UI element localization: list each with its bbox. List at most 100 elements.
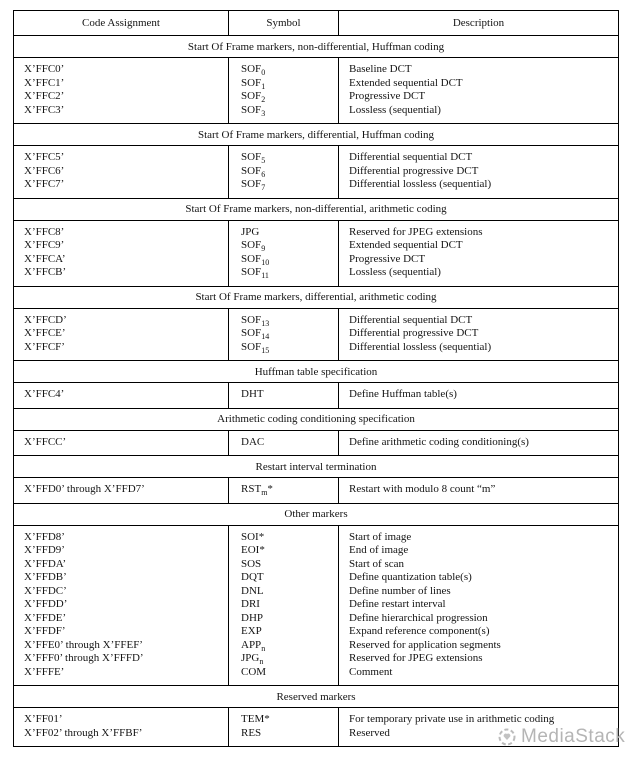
code-cell: X’FF01’ X’FF02’ through X’FFBF’ bbox=[13, 707, 229, 747]
symbol-subscript: 1 bbox=[261, 81, 266, 90]
code-line: X’FFDD’ bbox=[24, 598, 68, 610]
code-line: X’FF01’ bbox=[24, 713, 63, 725]
symbol-subscript: n bbox=[261, 643, 266, 652]
symbol-base: SOF bbox=[241, 327, 262, 339]
symbol-star: * bbox=[258, 530, 265, 543]
symbol-line: JPGn bbox=[241, 652, 335, 666]
symbol-base: SOF bbox=[241, 239, 262, 251]
code-line: X’FFC9’ bbox=[24, 239, 65, 251]
symbol-base: TEM bbox=[241, 713, 265, 725]
section-data-row: X’FFD0’ through X’FFD7’ RSTm* Restart with… bbox=[13, 477, 619, 504]
symbol-line: EOI* bbox=[241, 544, 335, 558]
symbol-star: * bbox=[267, 483, 273, 495]
description-line: Reserved bbox=[349, 726, 390, 739]
description-cell: Start of image End of image Start of scan D… bbox=[338, 524, 619, 686]
code-line: X’FFCC’ bbox=[24, 435, 67, 448]
symbol-base: SOF bbox=[241, 151, 262, 163]
symbol-cell: DHT bbox=[228, 382, 339, 409]
description-line: Comment bbox=[349, 665, 393, 678]
symbol-star: * bbox=[264, 713, 270, 725]
symbol-line: SOF6 bbox=[241, 165, 335, 179]
code-line: X’FFD8’ bbox=[24, 530, 65, 543]
symbol-base: DQT bbox=[241, 571, 264, 583]
description-cell: For temporary private use in arithmetic … bbox=[338, 707, 619, 747]
symbol-base: EXP bbox=[241, 625, 262, 637]
description-line: Restart with modulo 8 count “m” bbox=[349, 483, 496, 495]
code-cell: X’FFCC’ bbox=[13, 429, 229, 456]
symbol-line: DNL bbox=[241, 585, 335, 599]
description-cell: Differential sequential DCT Differential … bbox=[338, 145, 619, 199]
code-line: X’FFDA’ bbox=[24, 557, 67, 570]
code-cell: X’FFC8’ X’FFC9’ X’FFCA’ X’FFCB’ bbox=[13, 219, 229, 287]
marker-table-body: Start Of Frame markers, non-differential… bbox=[13, 35, 619, 747]
description-line: Start of image bbox=[349, 530, 412, 543]
symbol-base: COM bbox=[241, 665, 267, 678]
code-line: X’FFDB’ bbox=[24, 571, 67, 583]
symbol-line: SOI* bbox=[241, 531, 335, 545]
symbol-line: SOS bbox=[241, 558, 335, 572]
description-line: Differential lossless (sequential) bbox=[349, 178, 492, 190]
symbol-line: SOF0 bbox=[241, 63, 335, 77]
description-cell: Restart with modulo 8 count “m” bbox=[338, 477, 619, 504]
symbol-subscript: 2 bbox=[261, 95, 266, 104]
symbol-base: EOI bbox=[241, 544, 260, 556]
description-line: Reserved for application segments bbox=[349, 638, 501, 651]
symbol-cell: SOF13 SOF14 SOF15 bbox=[228, 307, 339, 361]
symbol-star: * bbox=[259, 544, 265, 556]
description-cell: Define arithmetic coding conditioning(s) bbox=[338, 429, 619, 456]
section-title: Restart interval termination bbox=[13, 455, 619, 478]
code-line: X’FF02’ through X’FFBF’ bbox=[24, 726, 143, 739]
symbol-line: SOF1 bbox=[241, 77, 335, 91]
symbol-line: SOF11 bbox=[241, 266, 335, 280]
symbol-subscript: 0 bbox=[261, 68, 266, 77]
symbol-base: SOF bbox=[241, 313, 262, 326]
description-line: Differential progressive DCT bbox=[349, 327, 479, 339]
code-line: X’FFC3’ bbox=[24, 103, 65, 116]
description-line: End of image bbox=[349, 544, 409, 556]
symbol-base: DHP bbox=[241, 611, 264, 624]
section-header-row: Start Of Frame markers, non-differential… bbox=[13, 35, 619, 58]
symbol-line: COM bbox=[241, 666, 335, 680]
symbol-base: SOI bbox=[241, 530, 259, 543]
section-header-row: Start Of Frame markers, differential, Hu… bbox=[13, 123, 619, 146]
code-line: X’FFC6’ bbox=[24, 164, 65, 177]
symbol-line: SOF2 bbox=[241, 90, 335, 104]
column-header-description: Description bbox=[338, 10, 619, 36]
symbol-base: DAC bbox=[241, 435, 265, 448]
description-line: Define arithmetic coding conditioning(s) bbox=[349, 435, 529, 448]
section-data-row: X’FFC4’ DHT Define Huffman table(s) bbox=[13, 382, 619, 409]
section-header-row: Huffman table specification bbox=[13, 360, 619, 383]
code-line: X’FFD9’ bbox=[24, 544, 65, 556]
section-data-row: X’FF01’ X’FF02’ through X’FFBF’ TEM* RES For… bbox=[13, 707, 619, 747]
code-line: X’FFC8’ bbox=[24, 225, 65, 238]
symbol-cell: SOF5 SOF6 SOF7 bbox=[228, 145, 339, 199]
symbol-base: SOF bbox=[241, 63, 262, 75]
description-line: Lossless (sequential) bbox=[349, 103, 441, 116]
symbol-line: SOF9 bbox=[241, 239, 335, 253]
symbol-subscript: 5 bbox=[261, 156, 266, 165]
symbol-base: SOF bbox=[241, 252, 262, 265]
code-line: X’FFC0’ bbox=[24, 63, 65, 75]
symbol-base: RST bbox=[241, 483, 262, 495]
symbol-cell: RSTm* bbox=[228, 477, 339, 504]
symbol-line: SOF15 bbox=[241, 341, 335, 355]
symbol-line: DHP bbox=[241, 612, 335, 626]
code-line: X’FFCE’ bbox=[24, 327, 66, 339]
symbol-base: JPG bbox=[241, 225, 260, 238]
description-line: Reserved for JPEG extensions bbox=[349, 225, 483, 238]
code-cell: X’FFD0’ through X’FFD7’ bbox=[13, 477, 229, 504]
code-line: X’FFD0’ through X’FFD7’ bbox=[24, 483, 145, 495]
code-cell: X’FFCD’ X’FFCE’ X’FFCF’ bbox=[13, 307, 229, 361]
column-header-code-assignment: Code Assignment bbox=[13, 10, 229, 36]
symbol-base: DRI bbox=[241, 598, 260, 610]
code-line: X’FFCA’ bbox=[24, 252, 66, 265]
code-line: X’FFC4’ bbox=[24, 388, 65, 400]
code-line: X’FFF0’ through X’FFFD’ bbox=[24, 652, 144, 664]
code-cell: X’FFC4’ bbox=[13, 382, 229, 409]
symbol-base: SOF bbox=[241, 76, 262, 89]
symbol-subscript: 7 bbox=[261, 183, 266, 192]
section-header-row: Restart interval termination bbox=[13, 455, 619, 478]
symbol-base: SOS bbox=[241, 557, 262, 570]
symbol-line: SOF14 bbox=[241, 327, 335, 341]
section-header-row: Reserved markers bbox=[13, 685, 619, 708]
